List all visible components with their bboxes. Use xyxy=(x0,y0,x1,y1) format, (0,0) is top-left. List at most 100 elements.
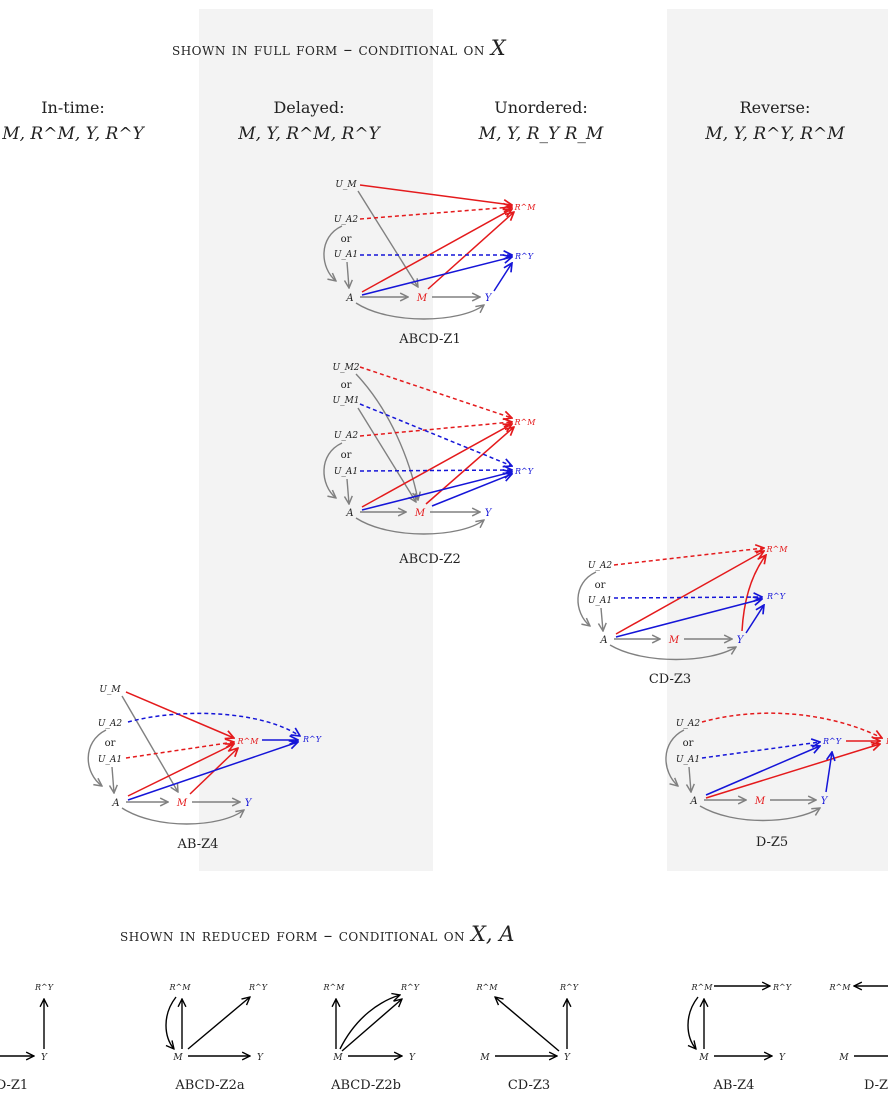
node-r-y: R^Y xyxy=(822,737,842,746)
node-u-m: U_M xyxy=(335,180,357,190)
edge-a-to-ry xyxy=(361,257,512,296)
reduced-panel-abcd-z2a: R^M R^Y M Y ABCD-Z2a xyxy=(165,983,268,1093)
node-u-a2: U_A2 xyxy=(334,431,359,441)
edge-ua1-to-a xyxy=(601,607,603,631)
node-m: M xyxy=(176,798,188,809)
node-y: Y xyxy=(485,508,493,519)
edge-a-to-ry xyxy=(127,742,298,801)
node-r-m: R^M xyxy=(829,983,852,992)
panel-cd-z3: U_A2 or U_A1 A M Y R^M R^Y CD-Z3 xyxy=(577,535,788,687)
node-r-m: R^M xyxy=(323,983,346,992)
edge-ua-to-a xyxy=(323,442,343,498)
node-or: or xyxy=(683,738,694,749)
node-or: or xyxy=(595,580,606,591)
panel-ab-z4: U_M U_A2 or U_A1 A M Y R^M R^Y AB-Z4 xyxy=(87,685,322,852)
edge-ua-to-a xyxy=(323,225,343,281)
edge-y-to-ry xyxy=(825,752,832,793)
node-r-y: R^Y xyxy=(514,467,534,476)
node-m: M xyxy=(668,635,680,646)
node-y: Y xyxy=(41,1053,48,1063)
edge-ua1-to-rm xyxy=(125,742,234,759)
node-y: Y xyxy=(821,796,829,807)
edge-ua1-to-ry xyxy=(701,742,820,759)
reduced-panel-abcd-z2b: R^M R^Y M Y ABCD-Z2b xyxy=(323,983,420,1093)
node-m: M xyxy=(479,1053,490,1063)
node-r-m: R^M xyxy=(476,983,499,992)
edge-ua2-to-rm xyxy=(359,422,512,437)
node-r-y: R^Y xyxy=(766,592,786,601)
node-u-a1: U_A1 xyxy=(588,596,612,606)
node-r-m: R^M xyxy=(237,737,260,746)
node-u-a2: U_A2 xyxy=(588,561,613,571)
edge-a-to-y xyxy=(609,644,736,661)
node-a: A xyxy=(689,796,697,807)
edge-a-to-y xyxy=(699,805,820,822)
column-header-delayed: Delayed: M, Y, R^M, R^Y xyxy=(238,98,380,144)
node-u-a2: U_A2 xyxy=(676,719,701,729)
edge-m-to-rm xyxy=(425,427,514,505)
node-u-m2: U_M2 xyxy=(332,363,359,373)
edge-a-to-rm xyxy=(361,209,512,293)
edge-um-to-m xyxy=(357,190,418,287)
edge-a-to-y xyxy=(355,302,484,320)
edge-a-to-rm xyxy=(361,424,512,508)
node-y: Y xyxy=(257,1053,264,1063)
reduced-panel-cd-z3: R^M R^Y M Y CD-Z3 xyxy=(476,983,579,1093)
edge-ua1-to-ry xyxy=(613,597,762,598)
node-m: M xyxy=(698,1053,709,1063)
panel-label: AB-Z4 xyxy=(177,837,219,852)
node-m: M xyxy=(414,508,426,519)
edge-um1-to-ry xyxy=(359,403,512,466)
panel-label: AB-Z4 xyxy=(713,1078,755,1093)
panel-label: ABCD-Z2 xyxy=(398,552,461,567)
shade-band-reverse xyxy=(667,9,888,871)
panel-abcd-z2: U_M2 or U_M1 U_A2 or U_A1 A M Y R^M R^Y … xyxy=(323,363,537,567)
reduced-panel-ab-z4: R^M R^Y M Y AB-Z4 xyxy=(687,975,792,1093)
column-header-in-time: In-time: M, R^M, Y, R^Y xyxy=(2,98,144,144)
panel-d-z5: U_A2 or U_A1 A M Y R^Y R^M D-Z5 xyxy=(665,712,888,850)
edge-ua-to-a xyxy=(665,729,685,786)
node-r-y: R^Y xyxy=(400,983,420,992)
full-form-title: shown in full form – conditional on X xyxy=(172,36,506,60)
node-y: Y xyxy=(409,1053,416,1063)
edge-ua1-to-a xyxy=(347,261,349,288)
edge-rm-to-ry-ish xyxy=(341,999,402,1052)
edge-a-to-ry xyxy=(361,472,512,511)
panel-abcd-z1: U_M U_A2 or U_A1 A M Y R^M R^Y ABCD-Z1 xyxy=(323,180,536,347)
node-m: M xyxy=(332,1053,343,1063)
edge-um2-to-rm xyxy=(359,366,512,418)
panel-label: D-Z xyxy=(864,1078,888,1093)
edge-y-to-ry xyxy=(493,263,512,292)
edge-m-to-ry-curve xyxy=(339,995,400,1050)
node-r-y: R^Y xyxy=(302,735,322,744)
shade-band-delayed xyxy=(199,9,433,871)
node-m: M xyxy=(172,1053,183,1063)
node-u-a1: U_A1 xyxy=(334,250,358,260)
node-u-a1: U_A1 xyxy=(98,755,122,765)
edge-um2-to-m xyxy=(355,373,418,500)
edge-y-to-rm xyxy=(741,555,766,632)
edge-m-to-ry xyxy=(187,997,250,1050)
edge-ua2-to-rm xyxy=(613,548,764,566)
edge-rm-to-m-curve xyxy=(165,996,177,1049)
edge-rm-to-m-curve xyxy=(687,996,699,1049)
node-r-m: R^M xyxy=(514,418,537,427)
reduced-form-title: shown in reduced form – conditional on X… xyxy=(120,922,515,946)
edge-a-to-ry xyxy=(615,599,762,638)
panel-label: ABCD-Z1 xyxy=(398,332,461,347)
edge-ua1-to-a xyxy=(347,478,349,504)
edge-ua-to-a xyxy=(87,729,107,786)
edge-um-to-rm xyxy=(125,691,234,738)
reduced-panel-d-z1: R^Y Y D-Z1 xyxy=(0,983,54,1093)
node-y: Y xyxy=(737,635,745,646)
node-u-a1: U_A1 xyxy=(334,467,358,477)
node-m: M xyxy=(754,796,766,807)
node-or: or xyxy=(341,234,352,245)
node-y: Y xyxy=(485,293,493,304)
node-u-m: U_M xyxy=(99,685,121,695)
node-y: Y xyxy=(564,1053,571,1063)
edge-ua2-to-ry xyxy=(127,712,300,736)
node-r-y: R^Y xyxy=(34,983,54,992)
edge-y-to-rm xyxy=(495,997,560,1052)
edge-a-to-rm xyxy=(705,744,880,799)
